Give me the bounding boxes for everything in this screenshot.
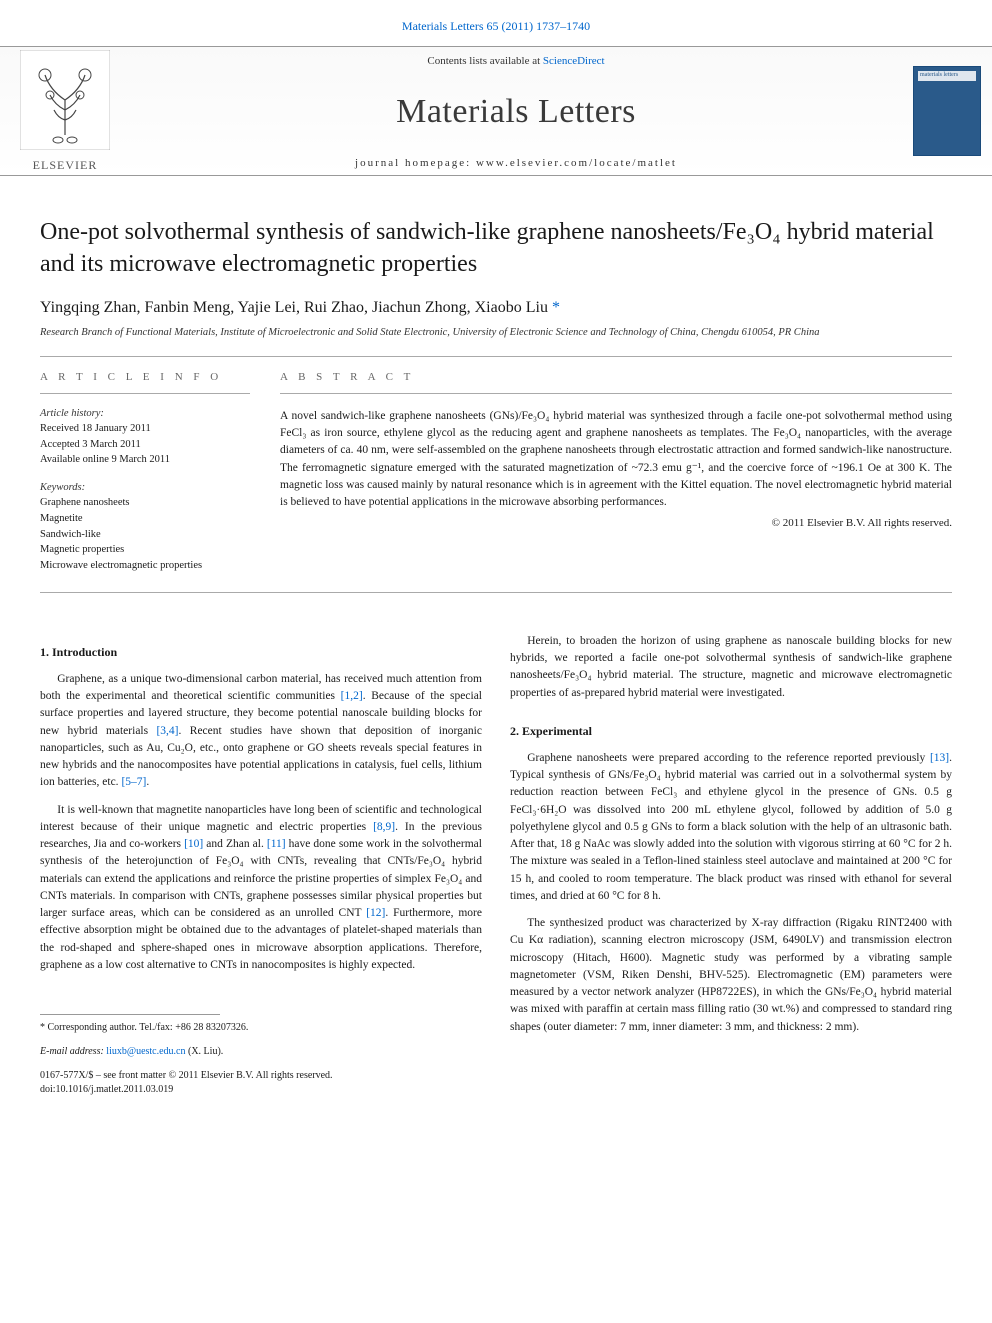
cite-1-2[interactable]: [1,2] — [341, 690, 363, 702]
keyword-3: Magnetic properties — [40, 542, 250, 558]
publisher-name: ELSEVIER — [20, 158, 110, 173]
affiliation: Research Branch of Functional Materials,… — [40, 327, 952, 338]
cite-3-4[interactable]: [3,4] — [156, 725, 178, 737]
email-tail: (X. Liu). — [186, 1046, 224, 1057]
journal-name: Materials Letters — [396, 93, 636, 131]
corresponding-author-mark[interactable]: * — [552, 299, 560, 316]
keyword-1: Magnetite — [40, 511, 250, 527]
header-citation: Materials Letters 65 (2011) 1737–1740 — [0, 0, 992, 46]
article-info-heading: A R T I C L E I N F O — [40, 371, 250, 383]
doi-line: doi:10.1016/j.matlet.2011.03.019 — [40, 1083, 482, 1097]
email-link[interactable]: liuxb@uestc.edu.cn — [106, 1046, 185, 1057]
divider-info — [40, 393, 250, 394]
cite-12[interactable]: [12] — [366, 907, 385, 919]
intro-para-2: It is well-known that magnetite nanopart… — [40, 802, 482, 975]
email-line: E-mail address: liuxb@uestc.edu.cn (X. L… — [40, 1045, 482, 1059]
sciencedirect-link[interactable]: ScienceDirect — [543, 55, 605, 67]
abstract-copyright: © 2011 Elsevier B.V. All rights reserved… — [280, 517, 952, 529]
divider-top — [40, 356, 952, 357]
cite-8-9[interactable]: [8,9] — [373, 821, 395, 833]
keyword-0: Graphene nanosheets — [40, 495, 250, 511]
article-title: One-pot solvothermal synthesis of sandwi… — [40, 216, 952, 281]
divider-abstract — [280, 393, 952, 394]
keyword-4: Microwave electromagnetic properties — [40, 558, 250, 574]
intro-para-1: Graphene, as a unique two-dimensional ca… — [40, 671, 482, 792]
history-received: Received 18 January 2011 — [40, 421, 250, 437]
issn-line: 0167-577X/$ – see front matter © 2011 El… — [40, 1069, 482, 1083]
cite-13[interactable]: [13] — [930, 752, 949, 764]
citation-link[interactable]: Materials Letters 65 (2011) 1737–1740 — [402, 19, 590, 33]
section-introduction-head: 1. Introduction — [40, 643, 482, 661]
article-body: One-pot solvothermal synthesis of sandwi… — [0, 176, 992, 1117]
exp-p1-a: Graphene nanosheets were prepared accord… — [527, 752, 930, 764]
meta-row: A R T I C L E I N F O Article history: R… — [40, 371, 952, 574]
intro-para-3: Herein, to broaden the horizon of using … — [510, 633, 952, 702]
author-line: Yingqing Zhan, Fanbin Meng, Yajie Lei, R… — [40, 299, 952, 317]
history-online: Available online 9 March 2011 — [40, 452, 250, 468]
journal-cover-icon — [913, 66, 981, 156]
elsevier-tree-icon — [20, 50, 110, 150]
email-label: E-mail address: — [40, 1046, 106, 1057]
intro-p2-c: and Zhan al. — [203, 838, 267, 850]
cover-thumb-block — [902, 47, 992, 175]
corresponding-author-note: * Corresponding author. Tel./fax: +86 28… — [40, 1021, 482, 1035]
column-left: 1. Introduction Graphene, as a unique tw… — [40, 633, 482, 1097]
publisher-logo-block: ELSEVIER — [0, 47, 130, 175]
cite-5-7[interactable]: [5–7] — [121, 776, 146, 788]
cite-10[interactable]: [10] — [184, 838, 203, 850]
keywords-label: Keywords: — [40, 482, 250, 493]
divider-bottom — [40, 592, 952, 593]
body-columns: 1. Introduction Graphene, as a unique tw… — [40, 633, 952, 1097]
history-label: Article history: — [40, 408, 250, 419]
banner-center: Contents lists available at ScienceDirec… — [130, 47, 902, 175]
exp-para-1: Graphene nanosheets were prepared accord… — [510, 750, 952, 905]
authors-text: Yingqing Zhan, Fanbin Meng, Yajie Lei, R… — [40, 299, 552, 316]
contents-prefix: Contents lists available at — [427, 55, 542, 67]
abstract-block: A B S T R A C T A novel sandwich-like gr… — [280, 371, 952, 574]
intro-p1-d: . — [146, 776, 149, 788]
contents-line: Contents lists available at ScienceDirec… — [427, 55, 604, 67]
exp-p1-b: . Typical synthesis of GNs/Fe₃O₄ hybrid … — [510, 752, 952, 902]
abstract-heading: A B S T R A C T — [280, 371, 952, 383]
article-info-block: A R T I C L E I N F O Article history: R… — [40, 371, 250, 574]
keywords-block: Keywords: Graphene nanosheets Magnetite … — [40, 482, 250, 574]
footnote-rule — [40, 1014, 220, 1015]
abstract-text: A novel sandwich-like graphene nanosheet… — [280, 408, 952, 512]
journal-banner: ELSEVIER Contents lists available at Sci… — [0, 46, 992, 176]
section-experimental-head: 2. Experimental — [510, 722, 952, 740]
keyword-2: Sandwich-like — [40, 527, 250, 543]
column-right: Herein, to broaden the horizon of using … — [510, 633, 952, 1097]
cite-11[interactable]: [11] — [267, 838, 286, 850]
journal-homepage: journal homepage: www.elsevier.com/locat… — [355, 157, 677, 169]
history-accepted: Accepted 3 March 2011 — [40, 437, 250, 453]
exp-para-2: The synthesized product was characterize… — [510, 915, 952, 1036]
